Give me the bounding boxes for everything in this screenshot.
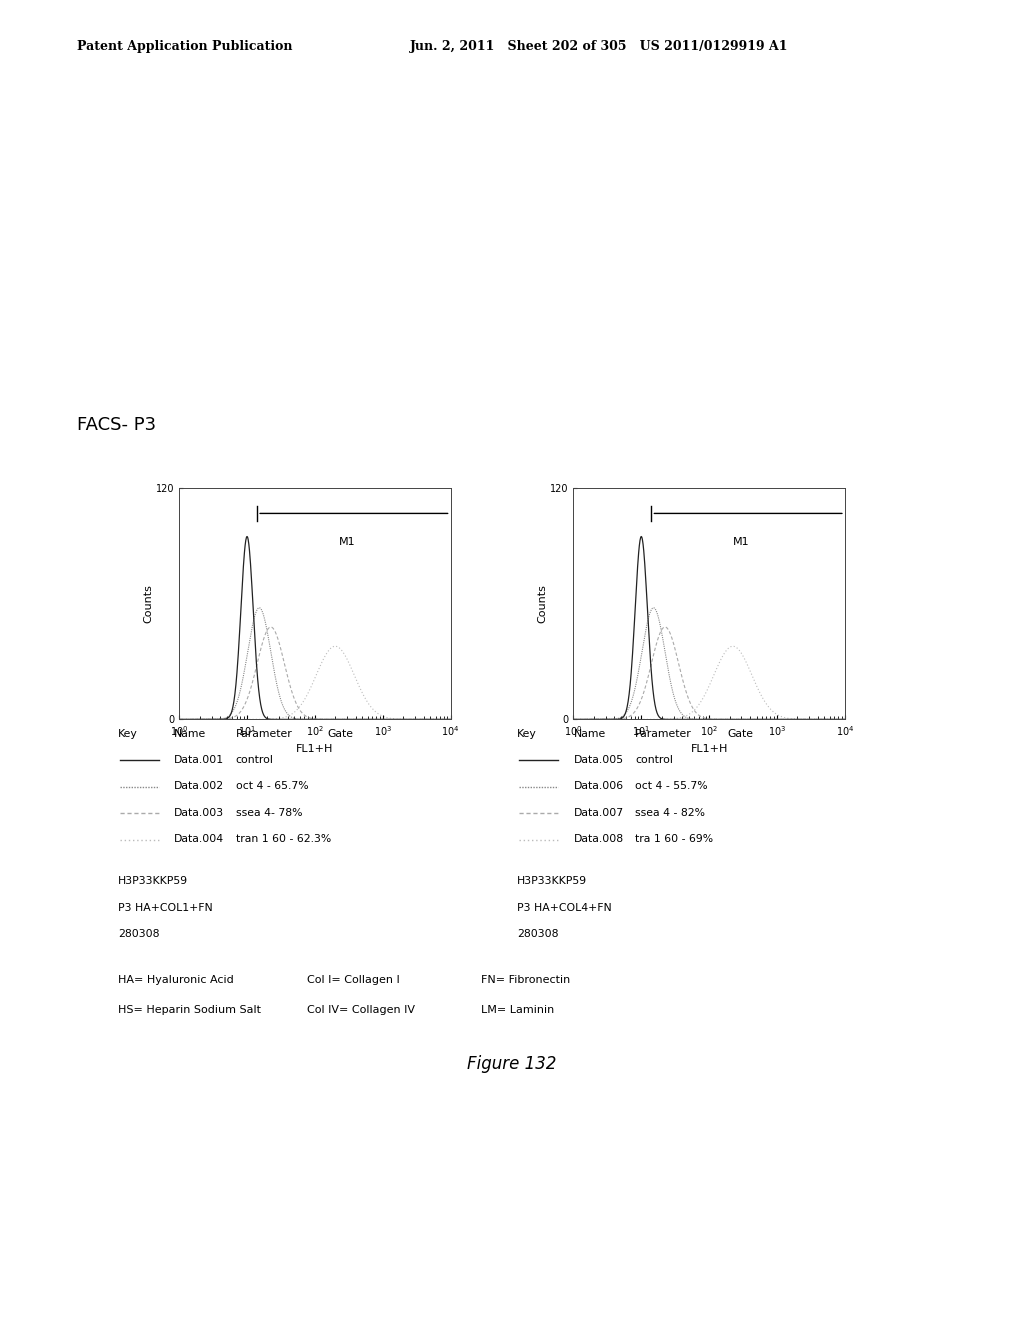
Text: Parameter: Parameter bbox=[635, 729, 691, 739]
Text: control: control bbox=[236, 755, 273, 766]
Text: tra 1 60 - 69%: tra 1 60 - 69% bbox=[635, 834, 713, 845]
Text: Key: Key bbox=[517, 729, 537, 739]
Text: M1: M1 bbox=[733, 536, 750, 546]
Text: Gate: Gate bbox=[328, 729, 353, 739]
Text: oct 4 - 55.7%: oct 4 - 55.7% bbox=[635, 781, 708, 792]
Text: HS= Heparin Sodium Salt: HS= Heparin Sodium Salt bbox=[118, 1005, 261, 1015]
Text: tran 1 60 - 62.3%: tran 1 60 - 62.3% bbox=[236, 834, 331, 845]
Text: Parameter: Parameter bbox=[236, 729, 292, 739]
Text: Data.001: Data.001 bbox=[174, 755, 224, 766]
Text: oct 4 - 65.7%: oct 4 - 65.7% bbox=[236, 781, 308, 792]
Text: Key: Key bbox=[118, 729, 137, 739]
Text: Data.006: Data.006 bbox=[573, 781, 624, 792]
Text: P3 HA+COL1+FN: P3 HA+COL1+FN bbox=[118, 903, 213, 913]
Text: Data.002: Data.002 bbox=[174, 781, 224, 792]
Text: Figure 132: Figure 132 bbox=[467, 1055, 557, 1073]
Text: HA= Hyaluronic Acid: HA= Hyaluronic Acid bbox=[118, 975, 233, 986]
Text: H3P33KKP59: H3P33KKP59 bbox=[118, 876, 187, 887]
Text: Patent Application Publication: Patent Application Publication bbox=[77, 40, 292, 53]
Text: Jun. 2, 2011   Sheet 202 of 305   US 2011/0129919 A1: Jun. 2, 2011 Sheet 202 of 305 US 2011/01… bbox=[410, 40, 788, 53]
Text: Gate: Gate bbox=[727, 729, 753, 739]
X-axis label: FL1+H: FL1+H bbox=[690, 743, 728, 754]
Text: H3P33KKP59: H3P33KKP59 bbox=[517, 876, 587, 887]
Y-axis label: Counts: Counts bbox=[143, 585, 153, 623]
Text: 280308: 280308 bbox=[517, 929, 559, 940]
Text: Name: Name bbox=[573, 729, 605, 739]
Text: Data.005: Data.005 bbox=[573, 755, 624, 766]
Text: Data.004: Data.004 bbox=[174, 834, 224, 845]
Text: LM= Laminin: LM= Laminin bbox=[481, 1005, 555, 1015]
Text: ssea 4 - 82%: ssea 4 - 82% bbox=[635, 808, 705, 818]
Text: Data.007: Data.007 bbox=[573, 808, 624, 818]
X-axis label: FL1+H: FL1+H bbox=[296, 743, 334, 754]
Text: M1: M1 bbox=[339, 536, 355, 546]
Text: 280308: 280308 bbox=[118, 929, 160, 940]
Text: FN= Fibronectin: FN= Fibronectin bbox=[481, 975, 570, 986]
Y-axis label: Counts: Counts bbox=[538, 585, 547, 623]
Text: Col IV= Collagen IV: Col IV= Collagen IV bbox=[307, 1005, 415, 1015]
Text: Name: Name bbox=[174, 729, 206, 739]
Text: Data.008: Data.008 bbox=[573, 834, 624, 845]
Text: control: control bbox=[635, 755, 673, 766]
Text: P3 HA+COL4+FN: P3 HA+COL4+FN bbox=[517, 903, 612, 913]
Text: Col I= Collagen I: Col I= Collagen I bbox=[307, 975, 400, 986]
Text: Data.003: Data.003 bbox=[174, 808, 224, 818]
Text: FACS- P3: FACS- P3 bbox=[77, 416, 156, 434]
Text: ssea 4- 78%: ssea 4- 78% bbox=[236, 808, 302, 818]
